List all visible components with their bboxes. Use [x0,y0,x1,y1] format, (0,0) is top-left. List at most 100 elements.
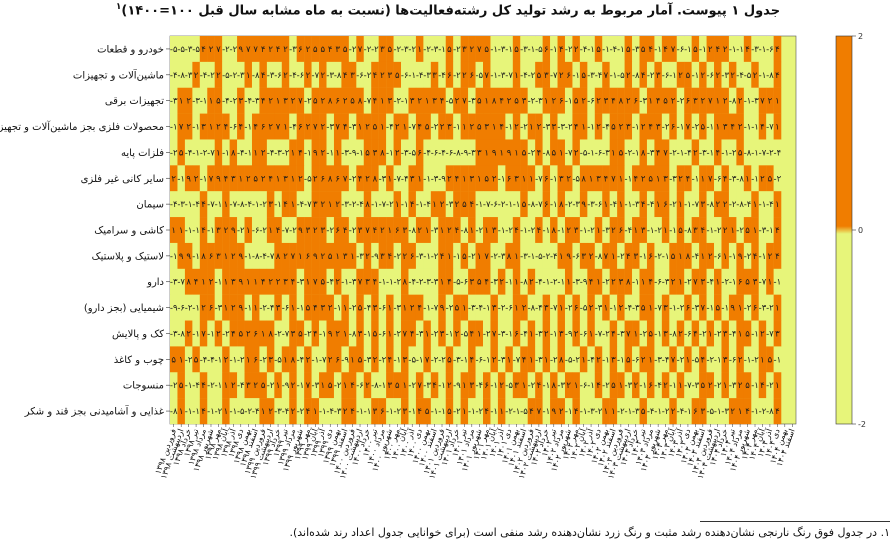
heatmap-cell [251,242,260,269]
heatmap-cell [602,372,610,399]
heatmap-cell [266,320,275,347]
heatmap-cell [423,294,432,321]
heatmap-cell [766,113,774,140]
heatmap-cell [184,268,193,295]
heatmap-cell [632,398,640,425]
heatmap-cell [192,217,201,244]
heatmap-cell [341,372,350,399]
cell-value: ۵ [365,148,370,158]
cell-value: -۳ [602,148,610,158]
cell-value: -۵ [505,381,513,391]
heatmap-cell [408,113,417,140]
heatmap-cell [624,372,633,399]
cell-value: -۶ [177,304,185,314]
heatmap-cell [624,217,633,244]
cell-value: ۶ [298,123,303,133]
cell-value: ۲ [313,174,318,184]
heatmap-cell [751,372,759,399]
cell-value: -۱ [192,329,200,339]
cell-value: ۵ [611,123,616,133]
cell-value: ۸ [686,252,691,262]
cell-value: ۳ [447,123,452,133]
heatmap-cell [304,217,312,244]
cell-value: -۴ [766,200,774,210]
heatmap-cell [706,398,715,425]
heatmap-cell [624,320,633,347]
cell-value: ۱ [499,148,504,158]
heatmap-cell [721,346,730,373]
heatmap-cell [363,242,372,269]
heatmap-cell [222,87,230,114]
cell-value: -۱ [386,407,394,417]
cell-value: -۴ [662,355,670,365]
heatmap-cell [572,87,581,114]
heatmap-cell [721,191,730,218]
heatmap-cell [170,372,178,399]
cell-value: -۹ [438,174,446,184]
row-label: فلزات پایه [121,148,164,159]
cell-value: -۱ [639,381,647,391]
cell-value: ۴ [775,45,780,55]
heatmap-cell [743,268,752,295]
cell-value: ۵ [447,407,452,417]
heatmap-cell [669,87,677,114]
cell-value: -۱ [453,252,461,262]
heatmap-cell [326,268,335,295]
cell-value: -۴ [423,200,431,210]
heatmap-cell [184,87,193,114]
heatmap-cell [624,346,633,373]
heatmap-cell [251,165,260,192]
cell-value: -۱ [550,200,558,210]
cell-value: -۳ [423,381,431,391]
heatmap-cell [170,165,178,192]
heatmap-cell [460,87,469,114]
cell-value: -۲ [669,148,677,158]
cell-value: -۴ [475,304,483,314]
heatmap-cell [401,242,409,269]
cell-value: ۲ [335,329,340,339]
heatmap-cell [326,191,335,218]
cell-value: ۵ [179,148,184,158]
cell-value: -۱ [505,123,513,133]
heatmap-cell [706,36,715,63]
cell-value: ۴ [313,304,318,314]
heatmap-cell [356,268,364,295]
cell-value: ۴ [715,148,720,158]
heatmap-cell [602,294,610,321]
cell-value: -۳ [267,71,275,81]
heatmap-cell [758,36,767,63]
heatmap-cell [542,398,551,425]
cell-value: -۲ [393,252,401,262]
cell-value: -۱ [692,71,700,81]
cell-value: ۱ [730,226,735,236]
cell-value: ۴ [589,278,594,288]
cell-value: -۱ [759,45,767,55]
heatmap-cell [646,242,655,269]
heatmap-cell [311,268,320,295]
heatmap-cell [535,61,543,88]
heatmap-cell [564,217,573,244]
cell-value: -۲ [520,123,528,133]
cell-value: ۵ [738,148,743,158]
cell-value: -۳ [572,200,580,210]
heatmap-cell [177,398,186,425]
cell-value: ۵ [514,45,519,55]
cell-value: -۱ [319,407,327,417]
cell-value: ۱ [388,226,393,236]
heatmap-cell [654,217,663,244]
cell-value: -۱ [215,355,223,365]
cell-value: ۱ [477,252,482,262]
cell-value: ۵ [477,123,482,133]
cell-value: -۱ [647,226,655,236]
heatmap-cell [289,372,297,399]
heatmap-cell [304,398,312,425]
heatmap-cell [378,398,387,425]
heatmap-cell [199,372,208,399]
cell-value: ۳ [753,278,758,288]
heatmap-cell [296,36,305,63]
cell-value: ۱ [328,200,333,210]
cell-value: ۲ [261,148,266,158]
heatmap-cell [475,346,484,373]
cell-value: ۷ [626,329,631,339]
cell-value: ۳ [484,123,489,133]
